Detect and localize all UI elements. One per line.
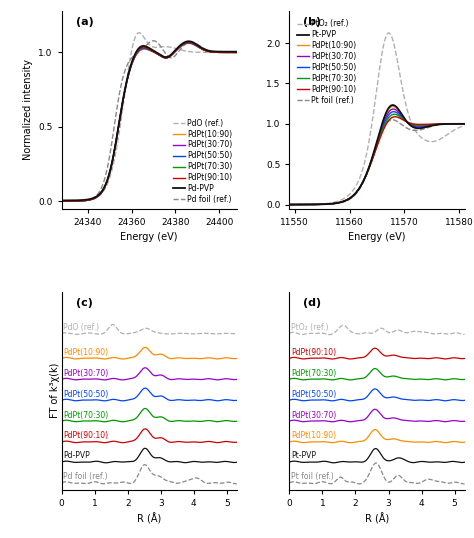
Text: (a): (a) — [76, 17, 93, 27]
Text: PdPt(30:70): PdPt(30:70) — [291, 410, 336, 420]
Text: (c): (c) — [76, 298, 92, 308]
Text: Pt-PVP: Pt-PVP — [291, 451, 316, 461]
Text: PdPt(70:30): PdPt(70:30) — [291, 369, 336, 378]
Y-axis label: Normalized intensity: Normalized intensity — [23, 59, 33, 160]
Text: Pd foil (ref.): Pd foil (ref.) — [63, 472, 108, 482]
Text: PdPt(30:70): PdPt(30:70) — [63, 369, 109, 378]
X-axis label: R (Å): R (Å) — [365, 513, 389, 525]
X-axis label: Energy (eV): Energy (eV) — [348, 232, 406, 242]
Text: PdPt(50:50): PdPt(50:50) — [63, 390, 109, 399]
Text: PdPt(10:90): PdPt(10:90) — [63, 348, 109, 357]
Text: Pt foil (ref.): Pt foil (ref.) — [291, 472, 334, 482]
X-axis label: R (Å): R (Å) — [137, 513, 161, 525]
Text: (d): (d) — [303, 298, 321, 308]
Text: PdO (ref.): PdO (ref.) — [63, 323, 100, 332]
X-axis label: Energy (eV): Energy (eV) — [120, 232, 178, 242]
Text: PtO₂ (ref.): PtO₂ (ref.) — [291, 323, 328, 332]
Text: PdPt(10:90): PdPt(10:90) — [291, 431, 336, 441]
Text: PdPt(90:10): PdPt(90:10) — [291, 348, 336, 357]
Y-axis label: FT of k³χ(k): FT of k³χ(k) — [50, 363, 60, 419]
Text: (b): (b) — [303, 17, 321, 27]
Legend: PdO (ref.), PdPt(10:90), PdPt(30:70), PdPt(50:50), PdPt(70:30), PdPt(90:10), Pd-: PdO (ref.), PdPt(10:90), PdPt(30:70), Pd… — [170, 116, 235, 207]
Legend: PtO₂ (ref.), Pt-PVP, PdPt(10:90), PdPt(30:70), PdPt(50:50), PdPt(70:30), PdPt(90: PtO₂ (ref.), Pt-PVP, PdPt(10:90), PdPt(3… — [294, 16, 359, 108]
Text: PdPt(90:10): PdPt(90:10) — [63, 431, 109, 441]
Text: PdPt(50:50): PdPt(50:50) — [291, 390, 336, 399]
Text: PdPt(70:30): PdPt(70:30) — [63, 410, 109, 420]
Text: Pd-PVP: Pd-PVP — [63, 451, 90, 461]
